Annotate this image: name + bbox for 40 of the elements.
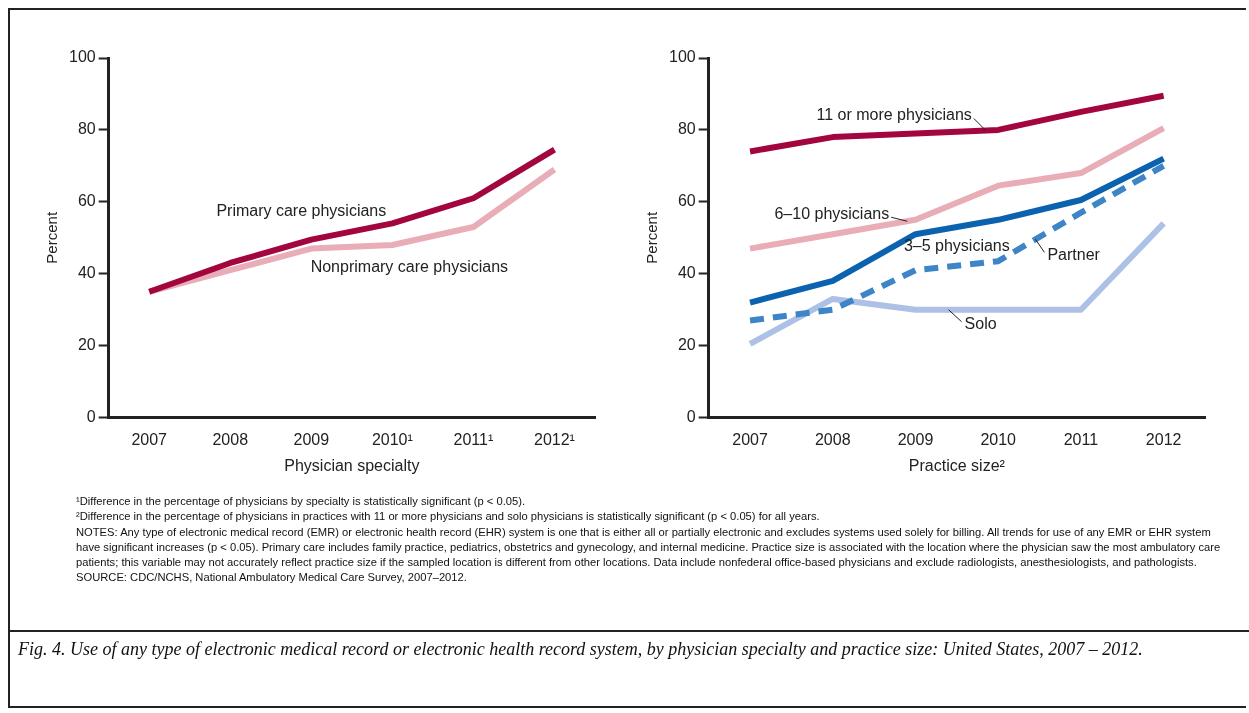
y-tick-label: 60 <box>677 192 696 210</box>
y-axis-title: Percent <box>43 211 61 264</box>
series-label: Partner <box>1047 245 1101 263</box>
x-tick-label: 2010 <box>980 430 1017 448</box>
caption: Fig. 4. Use of any type of electronic medical record or electronic health record system, by physician specialty and practice size: United States, 2007 – 2012. <box>18 638 1144 660</box>
y-tick-label: 80 <box>677 120 696 138</box>
x-axis-title: Physician specialty <box>284 456 420 474</box>
y-tick-label: 80 <box>77 120 96 138</box>
x-tick-label: 2007 <box>732 430 768 448</box>
text: ¹Difference in the percentage of physicians by specialty is statistically significant (p < 0.05). <box>76 494 527 509</box>
y-tick-label: 0 <box>686 408 696 426</box>
x-tick-label: 2011 <box>1063 430 1099 448</box>
text: ²Difference in the percentage of physicians in practices with 11 or more physicians and solo physicians is statistically significant (p < 0.05) for all years. <box>76 509 821 525</box>
source-note: SOURCE: CDC/NCHS, National Ambulatory Medical Care Survey, 2007–2012. <box>76 570 468 586</box>
x-tick-label: 2008 <box>814 430 851 448</box>
y-axis-title: Percent <box>643 211 661 264</box>
y-tick-label: 0 <box>86 408 96 426</box>
series-label: 11 or more physicians <box>816 105 972 123</box>
series-label: Solo <box>964 315 997 333</box>
x-tick-label: 2007 <box>131 430 168 448</box>
y-tick-label: 20 <box>677 336 696 354</box>
x-tick-label: 2008 <box>212 430 249 448</box>
series-label: 3–5 physicians <box>903 237 1010 255</box>
y-tick-label: 40 <box>77 264 96 282</box>
y-tick-label: 40 <box>677 264 696 282</box>
x-tick-label: 2012¹ <box>534 430 575 448</box>
x-tick-label: 2009 <box>293 430 330 448</box>
text: NOTES: Any type of electronic medical record (EMR) or electronic health record (EHR) system is one that is either all or partially electronic and excludes systems used solely for billing. All trends for use of any EMR or EHR system have significant increases (p < 0.05). Primary care includes family practice, pediatrics, obstetrics and gynecology, and internal medicine. Practice size is associated with the location where the physician saw the most ambulatory care patients; this variable may not accurately reflect practice size if the sampled location is different from other locations. Data include nonfederal office-based physicians and exclude radiologists, anesthesiologists, and pathologists. <box>76 524 1222 571</box>
y-tick-label: 100 <box>668 48 696 66</box>
x-tick-label: 2012 <box>1145 430 1182 448</box>
series-label: Primary care physicians <box>216 202 387 219</box>
series-label: Nonprimary care physicians <box>310 258 509 276</box>
y-tick-label: 100 <box>68 48 96 66</box>
x-tick-label: 2009 <box>897 430 934 448</box>
x-axis-title: Practice size² <box>908 456 1006 474</box>
x-tick-label: 2010¹ <box>371 430 413 448</box>
y-tick-label: 20 <box>77 336 96 354</box>
y-tick-label: 60 <box>77 192 96 210</box>
x-tick-label: 2011¹ <box>453 430 494 448</box>
series-label: 6–10 physicians <box>774 204 890 222</box>
